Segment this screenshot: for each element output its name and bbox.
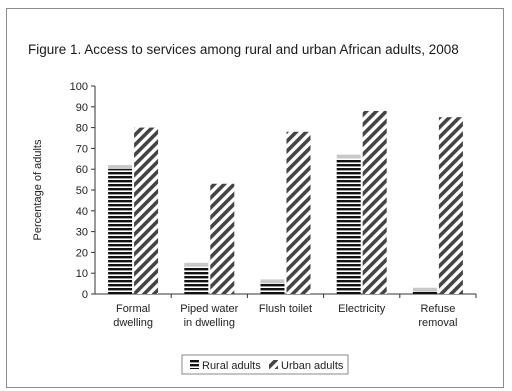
bar-cap <box>336 154 361 159</box>
legend-swatch-urban <box>269 360 278 369</box>
bar-cap <box>184 262 209 267</box>
bar-rural <box>108 169 133 294</box>
bars <box>108 110 463 295</box>
y-tick-label: 10 <box>76 268 88 280</box>
y-axis-label: Percentage of adults <box>32 139 44 240</box>
bar-urban <box>210 183 235 294</box>
category-labels: Formal dwelling Piped water in dwelling Flus… <box>113 303 457 329</box>
bar-urban <box>286 131 311 294</box>
legend: Rural adults Urban adults <box>181 354 349 375</box>
bar-urban <box>134 127 159 294</box>
bar-rural <box>412 291 437 294</box>
y-tick-label: 50 <box>76 185 88 197</box>
x-category-label: Refuse <box>420 303 455 315</box>
bar-rural <box>184 266 209 294</box>
y-tick-label: 100 <box>70 81 88 93</box>
bar-cap <box>412 287 437 292</box>
x-category-label: removal <box>418 317 457 329</box>
y-tick-label: 20 <box>76 247 88 259</box>
legend-label: Rural adults <box>202 360 261 372</box>
bar-rural <box>336 158 361 294</box>
y-tick-label: 30 <box>76 227 88 239</box>
y-tick-label: 70 <box>76 143 88 155</box>
y-tick-label: 90 <box>76 102 88 114</box>
x-category-label: Electricity <box>338 303 386 315</box>
y-tick-label: 40 <box>76 206 88 218</box>
y-tick-label: 0 <box>82 289 88 301</box>
x-category-label: dwelling <box>113 317 153 329</box>
chart-frame <box>6 8 504 388</box>
bar-cap <box>260 279 285 284</box>
x-category-label: Flush toilet <box>259 303 312 315</box>
axes: 0 10 20 30 40 50 60 70 80 90 100 Percentage of adul… <box>32 81 477 301</box>
bar-rural <box>260 283 285 294</box>
y-tick-label: 60 <box>76 164 88 176</box>
bar-urban <box>438 117 463 294</box>
legend-swatch-rural <box>190 360 199 369</box>
x-category-label: Formal <box>116 303 150 315</box>
legend-box <box>181 354 349 375</box>
chart-title: Figure 1. Access to services among rural… <box>28 42 459 57</box>
x-category-label: Piped water <box>180 303 238 315</box>
bar-cap <box>108 165 133 170</box>
bar-urban <box>362 110 387 295</box>
x-category-label: in dwelling <box>184 317 235 329</box>
legend-label: Urban adults <box>281 360 344 372</box>
y-tick-label: 80 <box>76 123 88 135</box>
